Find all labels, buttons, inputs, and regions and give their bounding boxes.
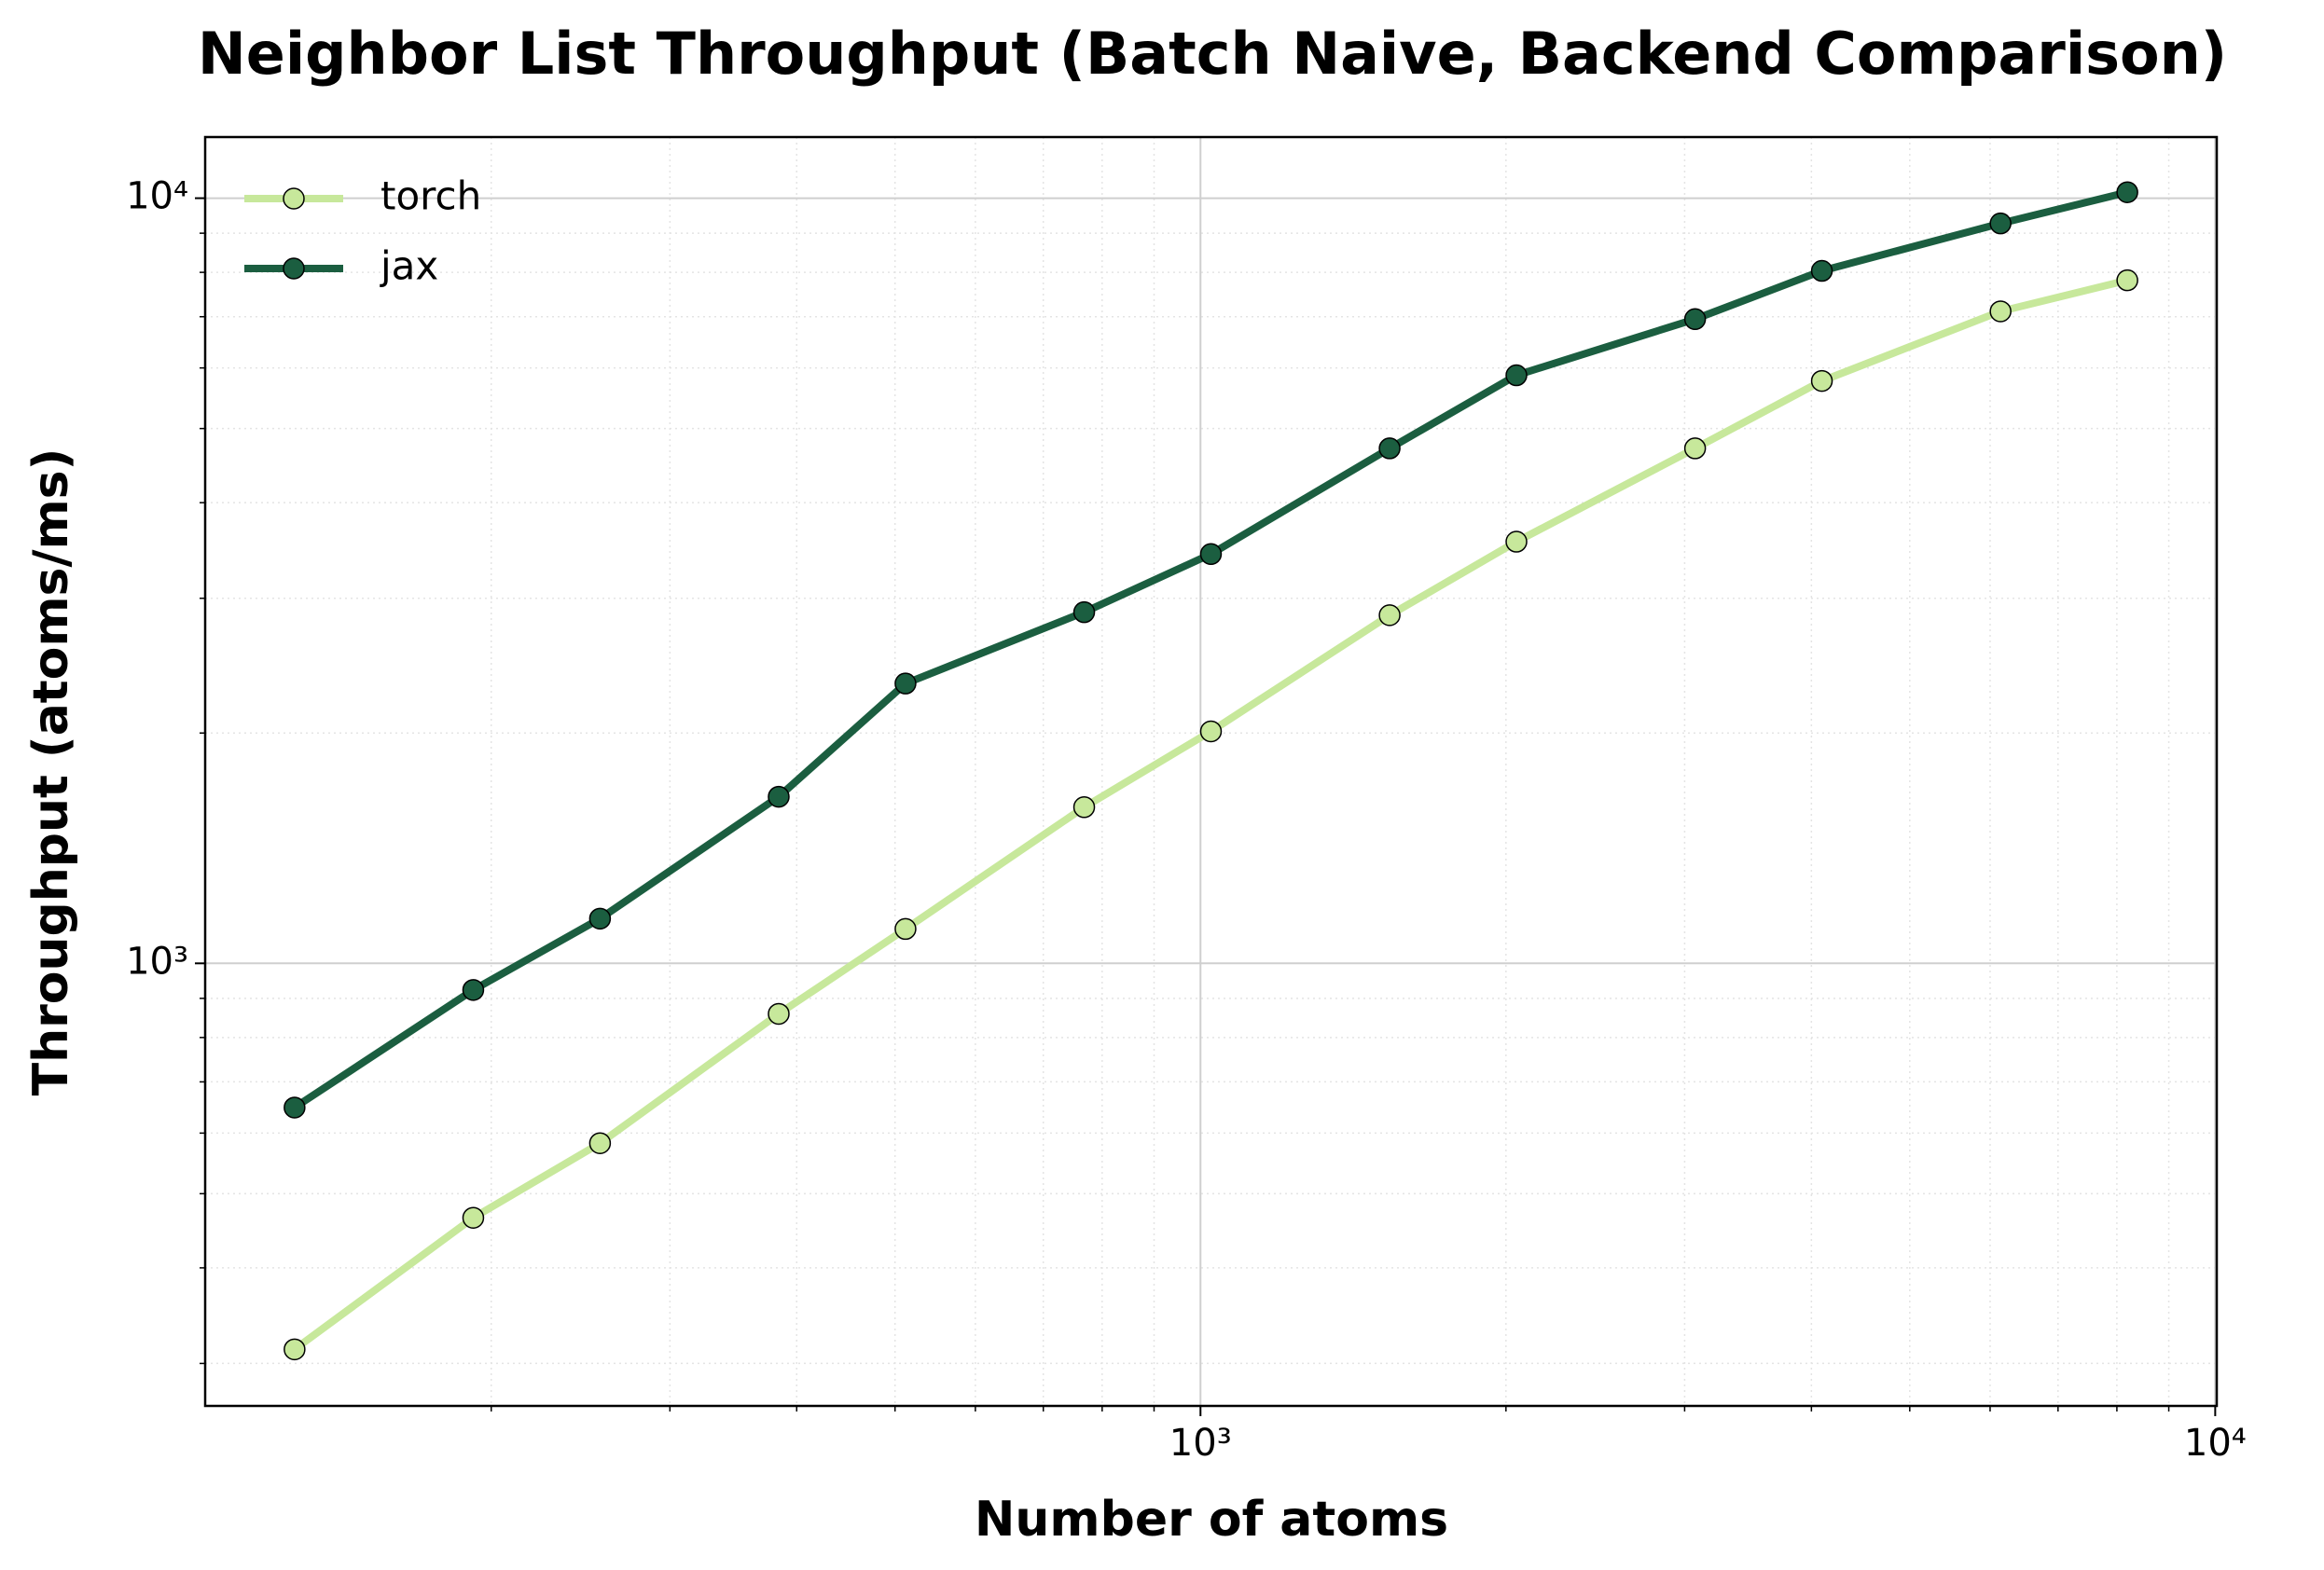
data-point xyxy=(1505,530,1528,553)
data-point xyxy=(588,907,612,930)
legend-label: jax xyxy=(380,243,438,289)
x-tick-label: 10³ xyxy=(1169,1422,1232,1465)
y-tick-label: 10³ xyxy=(126,940,188,983)
x-axis-label: Number of atoms xyxy=(975,1492,1448,1548)
data-point xyxy=(1378,437,1401,460)
data-point xyxy=(462,979,485,1001)
data-point xyxy=(2116,181,2138,203)
data-point xyxy=(2116,269,2138,292)
x-tick-label: 10⁴ xyxy=(2184,1422,2247,1465)
data-point xyxy=(462,1206,485,1229)
data-point xyxy=(1810,369,1833,392)
series-line xyxy=(292,188,2129,1111)
data-point xyxy=(894,917,917,941)
y-tick-label: 10⁴ xyxy=(126,175,188,218)
data-point xyxy=(1989,300,2012,323)
data-point xyxy=(1199,543,1223,566)
data-point xyxy=(1989,212,2012,235)
series-line xyxy=(292,276,2129,1353)
data-point xyxy=(1072,796,1096,819)
data-point xyxy=(588,1132,612,1154)
data-point xyxy=(1683,308,1707,331)
legend-label: torch xyxy=(380,173,481,219)
data-point xyxy=(284,1338,306,1361)
data-point xyxy=(1683,437,1707,460)
data-point xyxy=(1810,259,1833,282)
legend-marker xyxy=(283,257,305,280)
data-point xyxy=(894,672,917,695)
legend-marker xyxy=(283,187,305,210)
data-point xyxy=(768,1002,790,1026)
data-point xyxy=(1505,364,1528,387)
plot-frame xyxy=(203,135,2219,1408)
chart-title: Neighbor List Throughput (Batch Naive, B… xyxy=(198,20,2227,88)
data-point xyxy=(1072,600,1096,624)
data-point xyxy=(768,785,790,808)
data-point xyxy=(1378,604,1401,627)
data-point xyxy=(284,1096,306,1119)
data-point xyxy=(1199,720,1223,743)
y-axis-label: Throughput (atoms/ms) xyxy=(23,448,79,1096)
